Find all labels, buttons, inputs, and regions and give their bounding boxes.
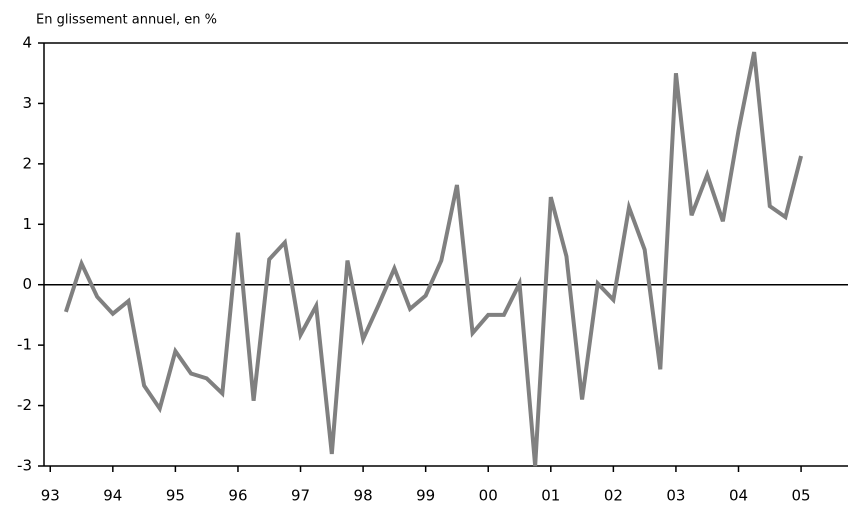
y-tick-label: 2 bbox=[22, 154, 32, 172]
x-tick-label: 02 bbox=[604, 487, 623, 505]
x-tick-label: 01 bbox=[541, 487, 560, 505]
x-tick-label: 94 bbox=[103, 487, 122, 505]
x-tick-label: 04 bbox=[729, 487, 748, 505]
y-tick-label: -1 bbox=[17, 336, 32, 354]
x-tick-label: 95 bbox=[166, 487, 185, 505]
y-axis-label: En glissement annuel, en % bbox=[36, 13, 217, 28]
y-tick-label: 0 bbox=[22, 275, 32, 293]
x-tick-label: 99 bbox=[416, 487, 435, 505]
x-tick-label: 05 bbox=[792, 487, 811, 505]
y-tick-label: -2 bbox=[17, 396, 32, 414]
x-tick-label: 98 bbox=[354, 487, 373, 505]
y-tick-label: 1 bbox=[22, 215, 32, 233]
x-tick-label: 97 bbox=[291, 487, 310, 505]
x-tick-label: 00 bbox=[479, 487, 498, 505]
x-tick-label: 03 bbox=[666, 487, 685, 505]
y-tick-label: -3 bbox=[17, 457, 32, 475]
y-tick-label: 4 bbox=[22, 34, 32, 52]
y-tick-label: 3 bbox=[22, 94, 32, 112]
data-line bbox=[63, 51, 804, 467]
x-tick-label: 93 bbox=[41, 487, 60, 505]
x-tick-label: 96 bbox=[228, 487, 247, 505]
